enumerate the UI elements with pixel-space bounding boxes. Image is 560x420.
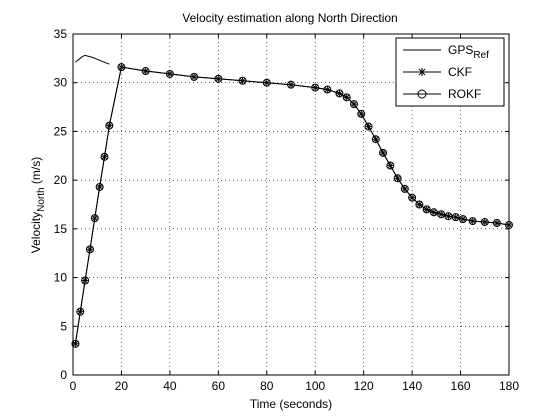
ticks: 0 20 40 60 80 100 120 140 160 180 0 5 10 15 20 25 30 35 [54, 27, 520, 393]
legend-ckf-label: CKF [448, 65, 472, 79]
data-point-rokf [415, 200, 424, 209]
y-tick-label: 35 [54, 27, 68, 41]
y-tick-label: 10 [54, 271, 68, 285]
y-tick-label: 5 [60, 319, 67, 333]
data-point-rokf [311, 83, 320, 92]
series-gps [75, 54, 110, 65]
data-point-rokf [357, 109, 366, 118]
data-point-rokf [71, 339, 80, 348]
data-point-rokf [100, 152, 109, 161]
data-point-rokf [393, 174, 402, 183]
y-axis-label-main: Velocity [29, 212, 43, 253]
data-point-rokf [323, 85, 332, 94]
x-tick-label: 40 [163, 379, 177, 393]
data-point-rokf [422, 205, 431, 214]
data-point-rokf [95, 182, 104, 191]
data-point-rokf [287, 80, 295, 89]
y-tick-label: 15 [54, 222, 68, 236]
data-point-rokf [386, 161, 395, 170]
x-tick-label: 60 [212, 379, 226, 393]
grid [73, 34, 509, 375]
series-group [71, 54, 513, 348]
data-point-rokf [85, 245, 94, 254]
data-point-rokf [214, 74, 223, 83]
data-point-rokf [379, 148, 388, 157]
plot-frame [72, 33, 510, 376]
data-point-rokf [371, 135, 380, 144]
data-point-rokf [81, 276, 90, 285]
y-tick-label: 25 [54, 124, 68, 138]
y-tick-label: 0 [60, 368, 67, 382]
chart-title: Velocity estimation along North Directio… [182, 11, 397, 25]
x-tick-label: 120 [354, 379, 374, 393]
data-point-rokf [480, 218, 489, 227]
data-point-rokf [349, 100, 358, 109]
y-axis-label-sub: North [36, 187, 47, 211]
data-point-rokf [458, 215, 467, 224]
data-point-rokf [437, 210, 446, 219]
data-point-rokf [190, 72, 199, 81]
data-point-rokf [342, 93, 351, 102]
series-line-gps [75, 54, 110, 65]
x-tick-label: 100 [305, 379, 325, 393]
y-tick-label: 20 [54, 173, 68, 187]
data-point-rokf [105, 121, 114, 130]
x-tick-label: 20 [115, 379, 129, 393]
data-point-rokf [364, 122, 373, 131]
x-tick-label: 80 [260, 379, 274, 393]
legend-gps-label-sub: Ref [473, 50, 489, 61]
x-tick-label: 140 [402, 379, 422, 393]
x-tick-label: 180 [499, 379, 519, 393]
data-point-rokf [400, 184, 409, 193]
data-point-rokf [165, 69, 174, 78]
data-point-rokf [468, 217, 477, 226]
legend-rokf-label: ROKF [448, 87, 481, 101]
data-point-rokf [492, 219, 501, 228]
x-tick-label: 0 [70, 379, 77, 393]
legend-rokf-marker [417, 89, 427, 99]
y-tick-label: 30 [54, 76, 68, 90]
data-point-rokf [141, 67, 150, 76]
data-point-rokf [335, 89, 344, 98]
series-rokf [71, 63, 513, 348]
legend-gps-label: GPSRef [448, 43, 489, 61]
y-axis-label: VelocityNorth (m/s) [29, 157, 47, 253]
data-point-rokf [238, 76, 247, 85]
data-point-rokf [117, 63, 126, 72]
data-point-rokf [451, 213, 460, 222]
data-point-rokf [90, 214, 99, 223]
data-point-rokf [76, 307, 85, 316]
legend-gps-label-main: GPS [448, 43, 473, 57]
x-axis-label: Time (seconds) [250, 397, 332, 411]
legend-ckf-marker [418, 68, 426, 76]
x-tick-label: 160 [451, 379, 471, 393]
y-axis-label-suffix: (m/s) [29, 157, 43, 188]
data-point-rokf [408, 193, 417, 202]
legend: GPSRef CKF ROKF [395, 37, 505, 107]
data-point-rokf [429, 208, 438, 217]
data-point-rokf [262, 78, 271, 87]
